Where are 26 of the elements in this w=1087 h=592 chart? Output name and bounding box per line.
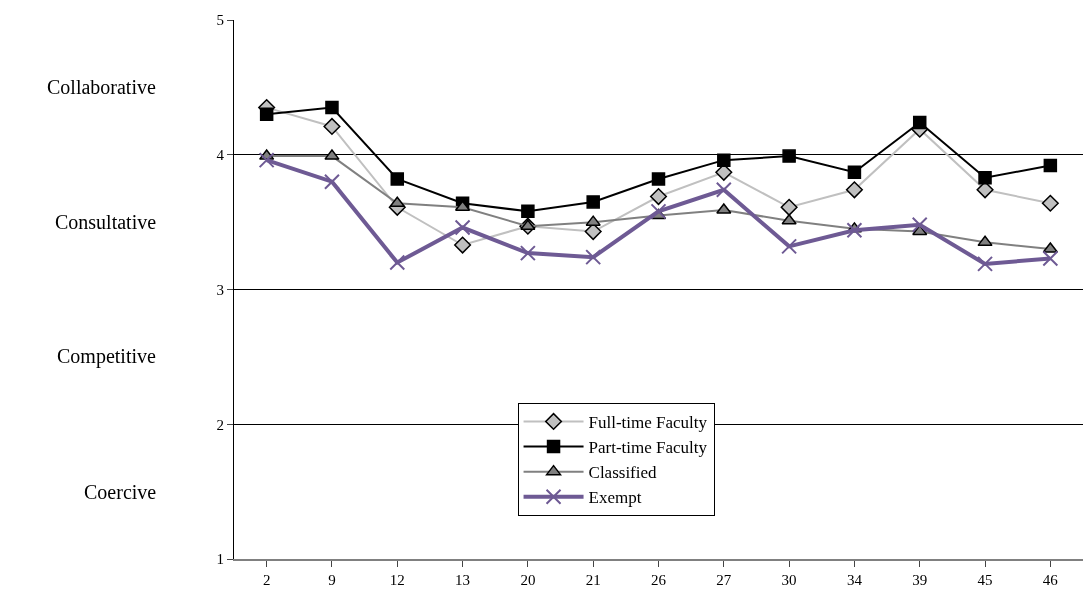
text: Consultative — [55, 211, 157, 233]
x-tick-label: 13 — [455, 572, 471, 588]
y-tick-label: 1 — [216, 551, 224, 568]
x-tick-label: 30 — [781, 572, 797, 588]
x-tick-label: 20 — [520, 572, 536, 588]
x-tick-label: 34 — [846, 572, 863, 588]
x-tick-label: 45 — [977, 572, 993, 588]
y-tick-label: 5 — [216, 12, 224, 29]
legend-label: Full-time Faculty — [588, 413, 708, 433]
legend-label: Exempt — [588, 488, 642, 508]
x-tick-label: 39 — [912, 572, 928, 588]
text: Collaborative — [47, 76, 156, 98]
x-tick-label: 26 — [651, 572, 667, 588]
y-tick-label: 3 — [216, 281, 224, 298]
text: Coercive — [84, 481, 157, 503]
x-tick-label: 46 — [1042, 572, 1059, 588]
x-tick-label: 2 — [262, 572, 271, 588]
legend-label: Part-time Faculty — [588, 438, 708, 458]
legend-label: Classified — [588, 463, 658, 483]
x-tick-label: 21 — [585, 572, 601, 588]
x-tick-label: 12 — [389, 572, 405, 588]
x-tick-label: 27 — [716, 572, 732, 588]
y-tick-label: 4 — [216, 147, 225, 163]
text: Competitive — [57, 345, 156, 368]
y-tick-label: 2 — [216, 416, 224, 433]
x-tick-label: 9 — [328, 572, 336, 588]
